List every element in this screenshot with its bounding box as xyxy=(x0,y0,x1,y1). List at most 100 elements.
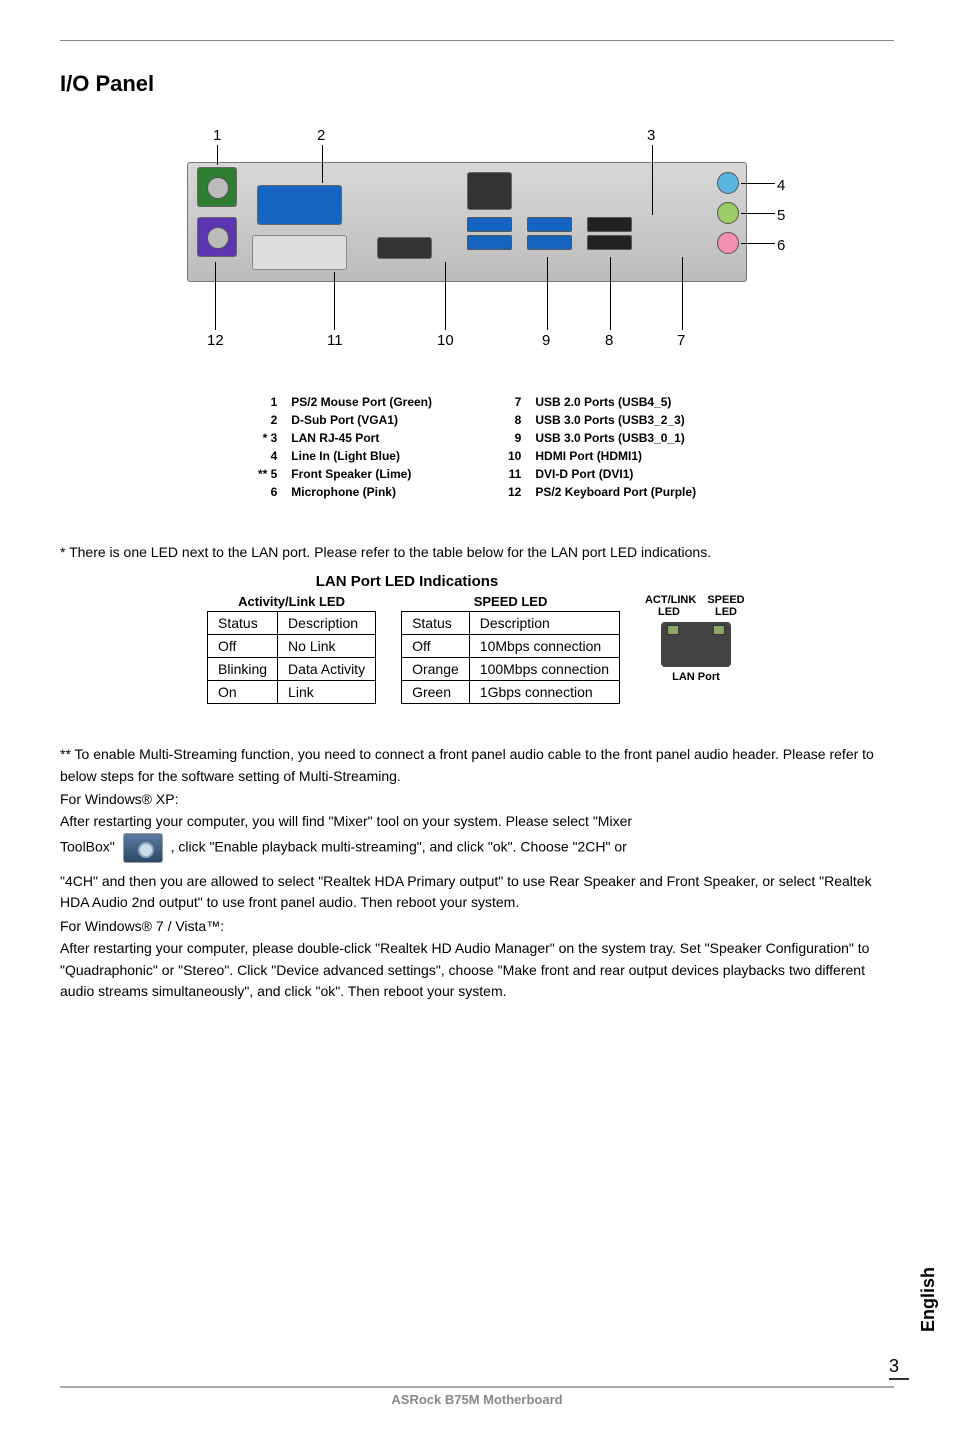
diagram-label-5: 5 xyxy=(777,207,785,224)
td: Green xyxy=(402,681,470,704)
td: Off xyxy=(208,635,278,658)
lan-port xyxy=(467,172,512,210)
leader xyxy=(741,183,775,184)
lan-port-caption: LAN Port xyxy=(645,671,747,683)
td: Orange xyxy=(402,658,470,681)
legend-num: 7 xyxy=(502,394,527,410)
leader xyxy=(215,262,216,330)
leader xyxy=(741,213,775,214)
toolbox-prefix: ToolBox" xyxy=(60,838,115,854)
win7-body: After restarting your computer, please d… xyxy=(60,938,894,1003)
ps2-mouse-port xyxy=(197,167,237,207)
leader xyxy=(334,272,335,330)
leader xyxy=(322,145,323,183)
win7-heading: For Windows® 7 / Vista™: xyxy=(60,916,894,938)
xp-line2-rest: , click "Enable playback multi-streaming… xyxy=(171,838,627,854)
xp-line3: "4CH" and then you are allowed to select… xyxy=(60,871,894,914)
legend-num: 1 xyxy=(252,394,283,410)
legend-name: D-Sub Port (VGA1) xyxy=(285,412,438,428)
legend-num: 6 xyxy=(252,484,283,500)
legend-num: 2 xyxy=(252,412,283,428)
legend-name: Microphone (Pink) xyxy=(285,484,438,500)
legend-num: 12 xyxy=(502,484,527,500)
multistream-note: ** To enable Multi-Streaming function, y… xyxy=(60,744,894,1003)
winxp-heading: For Windows® XP: xyxy=(60,789,894,811)
usb2-stack xyxy=(587,217,632,253)
line-in-jack xyxy=(717,172,739,194)
diagram-label-9: 9 xyxy=(542,332,550,349)
diagram-label-3: 3 xyxy=(647,127,655,144)
usb3-stack-a xyxy=(467,217,512,253)
leader xyxy=(445,262,446,330)
footnote-lan: * There is one LED next to the LAN port.… xyxy=(60,542,894,563)
actlink-label: ACT/LINK LED xyxy=(645,594,693,618)
td: On xyxy=(208,681,278,704)
legend-name: Front Speaker (Lime) xyxy=(285,466,438,482)
td: 10Mbps connection xyxy=(469,635,619,658)
legend-name: PS/2 Keyboard Port (Purple) xyxy=(529,484,702,500)
activity-led-title: Activity/Link LED xyxy=(207,594,376,609)
legend-num: 10 xyxy=(502,448,527,464)
diagram-label-2: 2 xyxy=(317,127,325,144)
page-number-rule xyxy=(889,1378,909,1380)
toolbox-icon xyxy=(123,833,163,863)
legend-num: 11 xyxy=(502,466,527,482)
diagram-label-6: 6 xyxy=(777,237,785,254)
lan-port-figure: ACT/LINK LED SPEED LED LAN Port xyxy=(645,594,747,683)
diagram-label-10: 10 xyxy=(437,332,454,349)
page-number: 3 xyxy=(889,1356,899,1377)
diagram-label-4: 4 xyxy=(777,177,785,194)
diagram-label-7: 7 xyxy=(677,332,685,349)
hdmi-port xyxy=(377,237,432,259)
legend-name: PS/2 Mouse Port (Green) xyxy=(285,394,438,410)
leader xyxy=(682,257,683,330)
td: Off xyxy=(402,635,470,658)
xp-line1: After restarting your computer, you will… xyxy=(60,811,894,833)
activity-led-table: StatusDescription OffNo Link BlinkingDat… xyxy=(207,611,376,704)
legend-num: 4 xyxy=(252,448,283,464)
ps2-keyboard-port xyxy=(197,217,237,257)
diagram-label-11: 11 xyxy=(327,332,343,349)
td: 1Gbps connection xyxy=(469,681,619,704)
usb3-stack-b xyxy=(527,217,572,253)
section-title: I/O Panel xyxy=(60,71,894,97)
leader xyxy=(610,257,611,330)
legend-name: Line In (Light Blue) xyxy=(285,448,438,464)
legend-name: LAN RJ-45 Port xyxy=(285,430,438,446)
th-desc: Description xyxy=(278,612,376,635)
legend-num: * 3 xyxy=(252,430,283,446)
port-legend-right: 7USB 2.0 Ports (USB4_5) 8USB 3.0 Ports (… xyxy=(500,392,704,502)
legend-name: HDMI Port (HDMI1) xyxy=(529,448,702,464)
td: 100Mbps connection xyxy=(469,658,619,681)
dvi-port xyxy=(252,235,347,270)
legend-name: USB 2.0 Ports (USB4_5) xyxy=(529,394,702,410)
legend-name: USB 3.0 Ports (USB3_0_1) xyxy=(529,430,702,446)
front-speaker-jack xyxy=(717,202,739,224)
td: No Link xyxy=(278,635,376,658)
led-heading: LAN Port LED Indications xyxy=(140,573,674,590)
leader xyxy=(652,145,653,215)
leader xyxy=(217,145,218,165)
legend-num: 8 xyxy=(502,412,527,428)
td: Link xyxy=(278,681,376,704)
footer: ASRock B75M Motherboard xyxy=(60,1386,894,1407)
xp-line2: ToolBox" , click "Enable playback multi-… xyxy=(60,833,894,863)
sidebar-language: English xyxy=(918,1267,939,1332)
diagram-label-12: 12 xyxy=(207,332,224,349)
leader xyxy=(547,257,548,330)
diagram-label-8: 8 xyxy=(605,332,613,349)
port-legend: 1PS/2 Mouse Port (Green) 2D-Sub Port (VG… xyxy=(60,392,894,502)
speed-label: SPEED LED xyxy=(705,594,747,618)
io-diagram: 1 2 3 4 5 6 7 8 9 10 11 12 xyxy=(60,117,894,367)
legend-name: DVI-D Port (DVI1) xyxy=(529,466,702,482)
leader xyxy=(741,243,775,244)
vga-port xyxy=(257,185,342,225)
th-status: Status xyxy=(402,612,470,635)
speed-led-title: SPEED LED xyxy=(401,594,620,609)
td: Data Activity xyxy=(278,658,376,681)
top-rule xyxy=(60,40,894,41)
legend-name: USB 3.0 Ports (USB3_2_3) xyxy=(529,412,702,428)
legend-num: ** 5 xyxy=(252,466,283,482)
footnote2-lead: ** To enable Multi-Streaming function, y… xyxy=(60,744,894,787)
th-desc: Description xyxy=(469,612,619,635)
